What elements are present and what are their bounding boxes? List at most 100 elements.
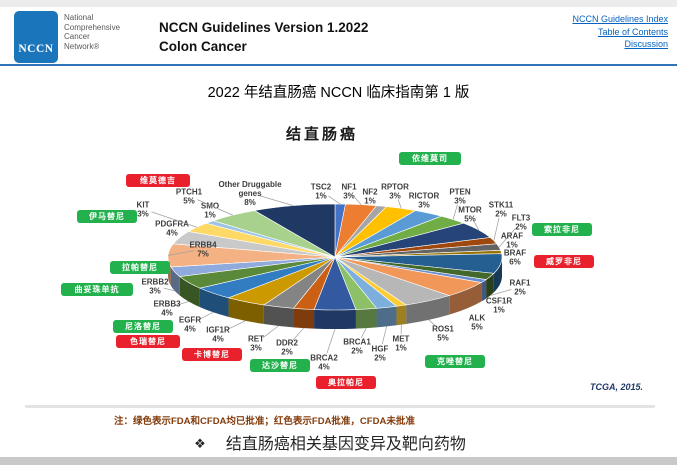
gene-label: DDR2 2% — [276, 339, 298, 357]
gene-label: TSC2 1% — [311, 183, 332, 201]
gene-label: ROS1 5% — [432, 325, 454, 343]
drug-pill-green: 依维莫司 — [399, 151, 461, 165]
drug-pill-green: 拉帕替尼 — [110, 260, 170, 274]
gene-label: BRAF 6% — [504, 249, 526, 267]
org-line: Comprehensive — [64, 22, 121, 32]
document-title-line1: NCCN Guidelines Version 1.2022 — [159, 20, 369, 35]
gene-label: RPTOR 3% — [381, 183, 409, 201]
link-guidelines-index[interactable]: NCCN Guidelines Index — [572, 14, 668, 24]
leader-line — [262, 325, 279, 338]
gene-label: FLT3 2% — [512, 214, 531, 232]
gene-label: BRCA2 4% — [310, 354, 338, 372]
gene-label: ERBB3 4% — [153, 300, 181, 318]
gene-label: EGFR 4% — [179, 316, 201, 334]
gene-label: PTEN 3% — [449, 188, 471, 206]
gene-label: MTOR 5% — [458, 206, 482, 224]
leader-line — [473, 221, 480, 231]
chart-source-citation: TCGA, 2015. — [590, 382, 644, 392]
leader-line — [258, 195, 294, 207]
leader-line — [163, 287, 175, 292]
window-bottom-edge — [0, 457, 677, 465]
gene-label: KIT 3% — [137, 201, 150, 219]
drug-pill-green: 达沙替尼 — [250, 358, 310, 372]
gene-label: STK11 2% — [489, 201, 514, 219]
drug-pill-red: 奥拉帕尼 — [316, 375, 376, 389]
leader-line — [168, 250, 195, 256]
gene-label: RICTOR 3% — [409, 192, 440, 210]
gene-label: IGF1R 4% — [206, 326, 230, 344]
leader-line — [428, 319, 437, 328]
document-title-line2: Colon Cancer — [159, 39, 247, 54]
gene-label: ERBB4 7% — [189, 241, 217, 259]
drug-pill-green: 伊马替尼 — [77, 209, 137, 223]
gene-label: ARAF 1% — [501, 232, 523, 250]
leader-line — [490, 289, 512, 296]
gene-label: Other Druggable genes 8% — [218, 180, 282, 207]
drug-pill-red: 色瑞替尼 — [116, 334, 180, 348]
pie-slice-side — [396, 304, 407, 326]
drug-pill-green: 尼洛替尼 — [113, 319, 173, 333]
org-name: National Comprehensive Cancer Network® — [64, 13, 120, 51]
leader-line — [225, 320, 246, 331]
page-title: 2022 年结直肠癌 NCCN 临床指南第 1 版 — [207, 85, 470, 101]
header-links: NCCN Guidelines Index Table of Contents … — [572, 13, 668, 51]
link-table-of-contents[interactable]: Table of Contents — [597, 26, 668, 37]
pie-slice-side — [376, 306, 397, 328]
pie-slice-side — [449, 282, 482, 315]
leader-line — [354, 197, 362, 205]
leader-line — [452, 204, 458, 220]
leader-line — [326, 328, 336, 354]
pie-slice-side — [293, 308, 315, 329]
link-discussion[interactable]: Discussion — [624, 39, 668, 49]
gene-label: NF1 3% — [341, 183, 357, 201]
leader-line — [151, 211, 197, 228]
pie-slice-side — [179, 276, 200, 308]
gene-label: SMO 1% — [201, 202, 219, 220]
figure-caption: ❖ 结直肠癌相关基因变异及靶向药物 — [0, 430, 660, 454]
drug-pill-red: 威罗非尼 — [534, 254, 594, 268]
gene-label: NF2 1% — [362, 188, 378, 206]
pie-slice-side — [263, 304, 294, 328]
gene-label: ERBB2 3% — [141, 278, 169, 296]
gene-label: HGF 2% — [372, 345, 389, 363]
pie-slice-side — [481, 279, 487, 302]
diamond-bullet-icon: ❖ — [194, 436, 206, 451]
header-divider — [0, 64, 677, 66]
gene-label: RET 3% — [248, 335, 264, 353]
nccn-logo: NCCN — [14, 11, 58, 63]
leader-line — [397, 199, 402, 209]
leader-line — [493, 217, 500, 241]
pie-slice-side — [228, 297, 264, 324]
leader-line — [197, 199, 233, 216]
chart-title: 结直肠癌 — [285, 126, 358, 143]
window-top-edge — [0, 0, 677, 7]
drug-pill-red: 维莫德吉 — [126, 173, 190, 187]
drug-pill-green: 克唑替尼 — [425, 354, 485, 368]
pie-slice-side — [355, 308, 377, 329]
drug-pill-green: 索拉非尼 — [532, 222, 592, 236]
leader-line — [292, 327, 304, 341]
leader-line — [498, 228, 516, 248]
gene-label: CSF1R 1% — [486, 297, 512, 315]
pie-slice-side — [314, 309, 356, 330]
pie-slice-side — [170, 266, 180, 296]
org-line: National — [64, 13, 94, 22]
gene-label: PTCH1 5% — [176, 188, 203, 206]
legend-note: 注：绿色表示FDA和CFDA均已批准；红色表示FDA批准，CFDA未批准 — [114, 416, 415, 427]
leader-line — [381, 326, 387, 345]
leader-line — [360, 327, 367, 339]
leader-line — [175, 301, 189, 306]
figure-caption-text: 结直肠癌相关基因变异及靶向药物 — [225, 436, 466, 453]
drug-pill-green: 曲妥珠单抗 — [61, 282, 133, 296]
gene-label: PDGFRA 4% — [155, 220, 189, 238]
gene-label: BRCA1 2% — [343, 338, 371, 356]
org-line: Cancer — [64, 32, 90, 41]
gene-label: MET 1% — [393, 335, 410, 353]
drug-pill-red: 卡博替尼 — [182, 347, 242, 361]
gene-label: ALK 5% — [469, 314, 486, 332]
document-title: NCCN Guidelines Version 1.2022 Colon Can… — [159, 18, 368, 56]
leader-line — [328, 195, 341, 205]
pie-slice-side — [486, 273, 494, 299]
